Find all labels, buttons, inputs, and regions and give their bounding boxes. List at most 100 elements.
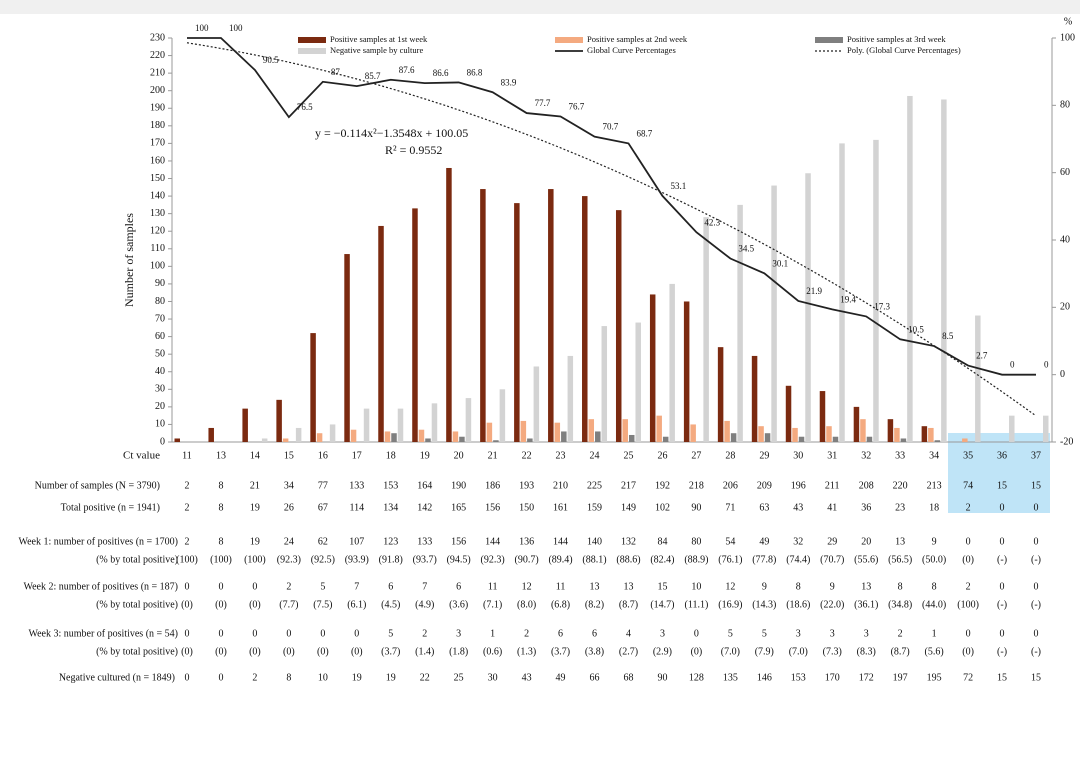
total-row-cell: 0 xyxy=(1034,502,1039,513)
week2-percent-row-cell: (0) xyxy=(215,599,227,610)
data-label: 86.6 xyxy=(433,68,449,78)
week3-percent-row-cell: (-) xyxy=(997,646,1007,657)
week3-row-cell: 0 xyxy=(1034,628,1039,639)
bar xyxy=(533,366,540,442)
bar xyxy=(730,433,737,442)
bar xyxy=(548,189,554,442)
bar xyxy=(928,427,934,442)
week3-percent-row-cell: (2.9) xyxy=(653,646,672,657)
week1-percent-row-cell: (88.1) xyxy=(582,554,606,565)
total-row-cell: 23 xyxy=(895,502,905,513)
bar xyxy=(839,143,845,443)
bar xyxy=(397,408,404,442)
x-tick-label: 30 xyxy=(793,450,803,461)
week3-row-cell: 5 xyxy=(762,628,767,639)
negative-row-cell: 72 xyxy=(963,672,973,683)
x-tick-label: 23 xyxy=(556,450,566,461)
bar xyxy=(378,225,384,442)
negative-row-cell: 25 xyxy=(454,672,464,683)
week3-percent-row-cell: (0) xyxy=(181,646,193,657)
samples-row-cell: 133 xyxy=(349,480,364,491)
y2-tick-label: 20 xyxy=(1060,302,1070,313)
week1-percent-row-cell: (88.9) xyxy=(684,554,708,565)
bar xyxy=(751,355,758,442)
y2-tick-label: 80 xyxy=(1060,100,1070,111)
week3-row-cell: 0 xyxy=(286,628,291,639)
legend-label: Positive samples at 2nd week xyxy=(587,34,688,44)
samples-row-cell: 8 xyxy=(218,480,223,491)
negative-row-cell: 90 xyxy=(657,672,667,683)
week3-row-cell: 6 xyxy=(592,628,597,639)
week1-row-cell: 20 xyxy=(861,536,871,547)
total-row-cell: 2 xyxy=(185,502,190,513)
bar xyxy=(588,419,595,442)
bar xyxy=(907,95,913,443)
week1-percent-row-cell: (55.6) xyxy=(854,554,878,565)
bar xyxy=(669,283,675,442)
week3-row-cell: 5 xyxy=(728,628,733,639)
week1-percent-row-cell: (93.7) xyxy=(413,554,437,565)
samples-row-cell: 164 xyxy=(417,480,432,491)
week3-row-cell: 0 xyxy=(252,628,257,639)
week1-row-cell: 24 xyxy=(284,536,294,547)
negative-row-cell: 68 xyxy=(623,672,633,683)
week3-percent-row-cell: (2.7) xyxy=(619,646,638,657)
y-tick-label: 10 xyxy=(155,419,165,430)
legend-label: Positive samples at 1st week xyxy=(330,34,428,44)
legend-swatch xyxy=(555,37,583,43)
bar xyxy=(873,139,879,442)
week3-percent-row-cell: (8.3) xyxy=(857,646,876,657)
week3-percent-row-cell: (0.6) xyxy=(483,646,502,657)
week1-percent-row-cell: (88.6) xyxy=(616,554,640,565)
week3-percent-row-cell: (1.4) xyxy=(415,646,434,657)
week1-row-cell: 156 xyxy=(451,536,466,547)
y-tick-label: 130 xyxy=(150,208,165,219)
week1-row-cell: 0 xyxy=(1000,536,1005,547)
x-tick-label: 31 xyxy=(827,450,837,461)
negative-row-cell: 146 xyxy=(757,672,772,683)
bar xyxy=(656,415,662,442)
week1-percent-row-cell: (94.5) xyxy=(447,554,471,565)
y-tick-label: 230 xyxy=(150,32,165,43)
bar xyxy=(900,438,907,442)
week1-percent-row-cell: (100) xyxy=(176,554,198,565)
week1-percent-row-cell: (76.1) xyxy=(718,554,742,565)
week3-row-cell: 3 xyxy=(456,628,461,639)
samples-row-cell: 15 xyxy=(1031,480,1041,491)
y-tick-label: 210 xyxy=(150,67,165,78)
samples-row-cell: 193 xyxy=(519,480,534,491)
bar xyxy=(384,431,391,442)
week2-percent-row-cell: (4.9) xyxy=(415,599,434,610)
legend-label: Global Curve Percentages xyxy=(587,45,676,55)
week3-row-cell: 0 xyxy=(966,628,971,639)
week2-percent-row-cell: (22.0) xyxy=(820,599,844,610)
y2-tick-label: -20 xyxy=(1060,436,1073,447)
week2-row-cell: 12 xyxy=(522,581,532,592)
week2-percent-row-cell: (3.6) xyxy=(449,599,468,610)
total-row-cell: 8 xyxy=(218,502,223,513)
bar xyxy=(758,426,764,442)
week2-percent-row-cell: (6.8) xyxy=(551,599,570,610)
bar xyxy=(615,210,622,442)
bar xyxy=(425,438,431,442)
total-row-cell: 159 xyxy=(587,502,602,513)
week2-row-cell: 11 xyxy=(556,581,566,592)
week3-row-cell: 2 xyxy=(524,628,529,639)
y2-tick-label: 60 xyxy=(1060,167,1070,178)
x-tick-label: 25 xyxy=(623,450,633,461)
negative-row-cell: 135 xyxy=(723,672,738,683)
week2-percent-row-cell: (-) xyxy=(997,599,1007,610)
top-strip xyxy=(0,0,1080,14)
data-label: 90.5 xyxy=(263,55,279,65)
week1-row-cell: 0 xyxy=(1034,536,1039,547)
week3-percent-row-cell: (3.7) xyxy=(381,646,400,657)
bar xyxy=(363,408,370,442)
week3-percent-row-cell: (0) xyxy=(283,646,295,657)
x-tick-label: 17 xyxy=(352,450,362,461)
y-tick-label: 120 xyxy=(150,226,165,237)
y-tick-label: 60 xyxy=(155,331,165,342)
week1-row-cell: 19 xyxy=(250,536,260,547)
y-tick-label: 180 xyxy=(150,120,165,131)
x-tick-label: 33 xyxy=(895,450,905,461)
